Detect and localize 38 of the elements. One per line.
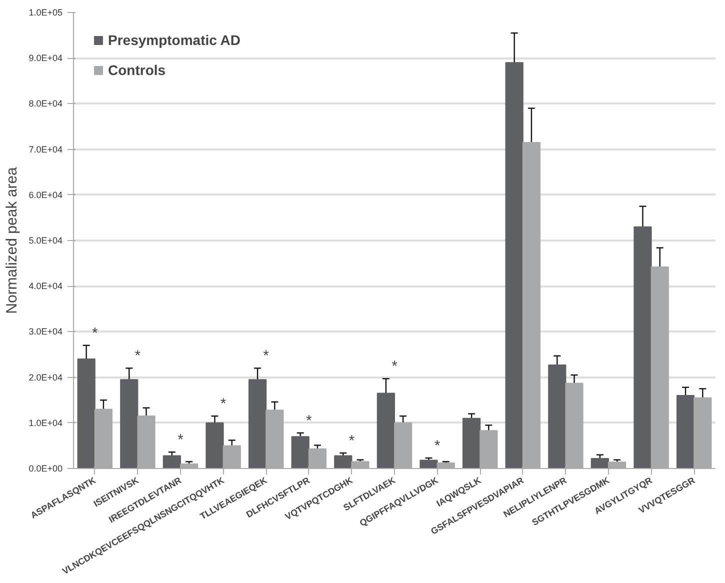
bar xyxy=(634,226,652,468)
annotation: * xyxy=(263,348,270,365)
y-axis-title: Normalized peak area xyxy=(4,166,21,314)
legend-label: Presymptomatic AD xyxy=(108,32,241,48)
annotation: * xyxy=(348,432,355,450)
y-tick-label: 2.0E+04 xyxy=(28,372,62,382)
y-tick-label: 0.0E+00 xyxy=(28,464,62,474)
bar xyxy=(248,379,267,468)
y-tick-label: 5.0E+04 xyxy=(28,236,62,246)
bar xyxy=(162,455,181,468)
bar xyxy=(120,379,138,468)
annotation: * xyxy=(434,438,440,455)
annotation: * xyxy=(220,396,226,413)
y-tick-label: 4.0E+04 xyxy=(28,281,62,292)
legend-label: Controls xyxy=(108,62,166,78)
bar xyxy=(334,455,352,468)
bar xyxy=(676,395,695,468)
annotation: * xyxy=(134,348,141,365)
y-tick-label: 3.0E+04 xyxy=(28,326,62,337)
y-tick-label: 6.0E+04 xyxy=(28,190,62,200)
bar xyxy=(206,422,224,468)
y-tick-label: 1.0E+05 xyxy=(28,8,62,18)
bar xyxy=(376,392,395,468)
bar xyxy=(291,436,310,468)
y-tick-label: 1.0E+04 xyxy=(28,418,62,428)
y-tick-label: 8.0E+04 xyxy=(28,98,62,109)
annotation: * xyxy=(92,324,98,342)
bar xyxy=(590,458,609,468)
bar xyxy=(548,364,566,468)
annotation: * xyxy=(306,412,312,430)
bar xyxy=(505,62,524,468)
y-tick-label: 9.0E+04 xyxy=(28,53,62,64)
annotation: * xyxy=(392,358,398,376)
bar xyxy=(77,358,96,468)
bar xyxy=(462,418,481,468)
annotation: * xyxy=(178,432,184,449)
y-tick-label: 7.0E+04 xyxy=(28,144,62,154)
bar xyxy=(420,460,438,468)
